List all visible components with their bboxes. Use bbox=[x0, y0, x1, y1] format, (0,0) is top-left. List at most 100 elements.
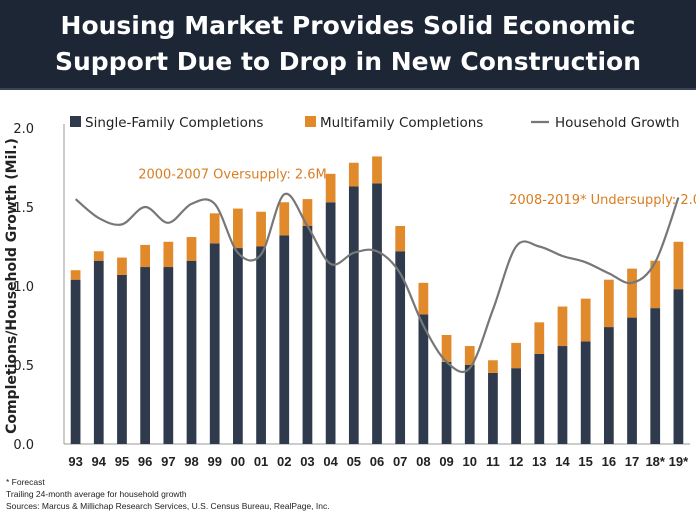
x-tick-label: 19* bbox=[669, 454, 689, 469]
x-tick-label: 96 bbox=[138, 454, 152, 469]
header-banner: Housing Market Provides Solid Economic S… bbox=[0, 0, 696, 90]
bar-multifamily bbox=[70, 270, 81, 280]
x-tick-label: 14 bbox=[555, 454, 570, 469]
bar-single-family bbox=[233, 248, 243, 444]
bar-single-family bbox=[441, 361, 452, 444]
bar-single-family bbox=[511, 368, 521, 444]
bar-single-family bbox=[464, 365, 475, 444]
x-tick-label: 08 bbox=[416, 454, 430, 469]
x-tick-label: 01 bbox=[254, 454, 268, 469]
x-tick-label: 00 bbox=[231, 454, 245, 469]
x-tick-label: 12 bbox=[509, 454, 523, 469]
bar-multifamily bbox=[511, 342, 521, 369]
bar-single-family bbox=[117, 274, 127, 444]
x-tick-label: 93 bbox=[68, 454, 82, 469]
bar-single-family bbox=[279, 235, 290, 444]
bar-multifamily bbox=[488, 360, 498, 373]
bar-multifamily bbox=[557, 306, 568, 347]
bar-multifamily bbox=[580, 298, 591, 342]
bar-single-family bbox=[186, 260, 197, 444]
bar-multifamily bbox=[441, 334, 452, 362]
y-tick-label: 2.0 bbox=[13, 122, 34, 137]
bar-multifamily bbox=[325, 173, 336, 203]
bar-single-family bbox=[325, 202, 336, 444]
bar-multifamily bbox=[464, 346, 475, 365]
bar-single-family bbox=[93, 260, 104, 444]
y-tick-label: 1.5 bbox=[13, 201, 34, 216]
x-tick-label: 15 bbox=[578, 454, 592, 469]
bar-single-family bbox=[372, 183, 382, 445]
footnote-forecast: * Forecast bbox=[6, 477, 45, 487]
x-tick-label: 03 bbox=[300, 454, 314, 469]
legend-multifamily-label: Multifamily Completions bbox=[320, 115, 483, 131]
bar-single-family bbox=[302, 225, 313, 444]
annotation-undersupply: 2008-2019* Undersupply: 2.0M bbox=[509, 193, 696, 208]
x-tick-label: 09 bbox=[439, 454, 453, 469]
x-tick-label: 99 bbox=[207, 454, 221, 469]
x-tick-label: 16 bbox=[602, 454, 616, 469]
x-tick-label: 17 bbox=[625, 454, 639, 469]
bar-single-family bbox=[256, 246, 266, 444]
x-tick-label: 04 bbox=[323, 454, 338, 469]
bar-multifamily bbox=[163, 241, 174, 268]
bar-multifamily bbox=[348, 162, 359, 187]
bar-multifamily bbox=[673, 241, 684, 290]
y-tick-label: 1.0 bbox=[13, 280, 34, 295]
x-tick-label: 10 bbox=[463, 454, 477, 469]
y-tick-label: 0.0 bbox=[13, 438, 34, 453]
bar-single-family bbox=[70, 279, 81, 444]
x-tick-label: 95 bbox=[115, 454, 129, 469]
annotation-oversupply: 2000-2007 Oversupply: 2.6M bbox=[138, 168, 327, 183]
footnotes: * Forecast Trailing 24-month average for… bbox=[6, 476, 330, 512]
footnote-sources: Sources: Marcus & Millichap Research Ser… bbox=[6, 501, 330, 511]
x-tick-label: 02 bbox=[277, 454, 291, 469]
bar-single-family bbox=[488, 372, 498, 444]
footnote-trailing-average: Trailing 24-month average for household … bbox=[6, 489, 187, 499]
bar-multifamily bbox=[186, 237, 197, 261]
title-line-2: Support Due to Drop in New Construction bbox=[55, 47, 641, 76]
x-tick-label: 98 bbox=[184, 454, 198, 469]
x-tick-label: 94 bbox=[92, 454, 107, 469]
bar-multifamily bbox=[209, 213, 220, 244]
bar-multifamily bbox=[650, 260, 661, 309]
y-tick-label: 0.5 bbox=[13, 359, 34, 374]
bar-single-family bbox=[418, 314, 429, 444]
title-line-1: Housing Market Provides Solid Economic bbox=[60, 11, 636, 40]
bar-single-family bbox=[534, 353, 545, 444]
bar-multifamily bbox=[256, 211, 266, 247]
x-tick-label: 18* bbox=[645, 454, 665, 469]
bar-multifamily bbox=[372, 156, 382, 184]
bar-multifamily bbox=[93, 251, 104, 261]
bar-single-family bbox=[163, 267, 174, 444]
bar-single-family bbox=[650, 308, 661, 444]
bar-single-family bbox=[580, 341, 591, 444]
bar-multifamily bbox=[627, 268, 637, 318]
legend-household-growth-label: Household Growth bbox=[555, 115, 680, 131]
bar-multifamily bbox=[418, 282, 429, 315]
page-title: Housing Market Provides Solid Economic S… bbox=[0, 8, 696, 80]
x-tick-label: 07 bbox=[393, 454, 407, 469]
legend-single-family-swatch bbox=[70, 116, 81, 127]
bar-multifamily bbox=[117, 257, 127, 275]
household-growth-line bbox=[74, 192, 680, 373]
bar-single-family bbox=[209, 243, 220, 444]
legend-multifamily-swatch bbox=[305, 116, 316, 127]
bar-single-family bbox=[627, 317, 637, 444]
x-tick-label: 11 bbox=[486, 454, 500, 469]
bar-single-family bbox=[603, 327, 614, 444]
bar-multifamily bbox=[534, 322, 545, 354]
bar-multifamily bbox=[395, 225, 406, 252]
bar-single-family bbox=[140, 267, 151, 444]
bar-single-family bbox=[557, 346, 568, 444]
x-tick-label: 13 bbox=[532, 454, 546, 469]
bar-multifamily bbox=[233, 208, 243, 249]
x-tick-label: 05 bbox=[347, 454, 361, 469]
bar-multifamily bbox=[302, 199, 313, 226]
x-tick-label: 97 bbox=[161, 454, 175, 469]
bar-single-family bbox=[348, 186, 359, 444]
bar-multifamily bbox=[603, 279, 614, 328]
bar-single-family bbox=[395, 251, 406, 444]
bar-single-family bbox=[673, 289, 684, 444]
x-tick-label: 06 bbox=[370, 454, 384, 469]
